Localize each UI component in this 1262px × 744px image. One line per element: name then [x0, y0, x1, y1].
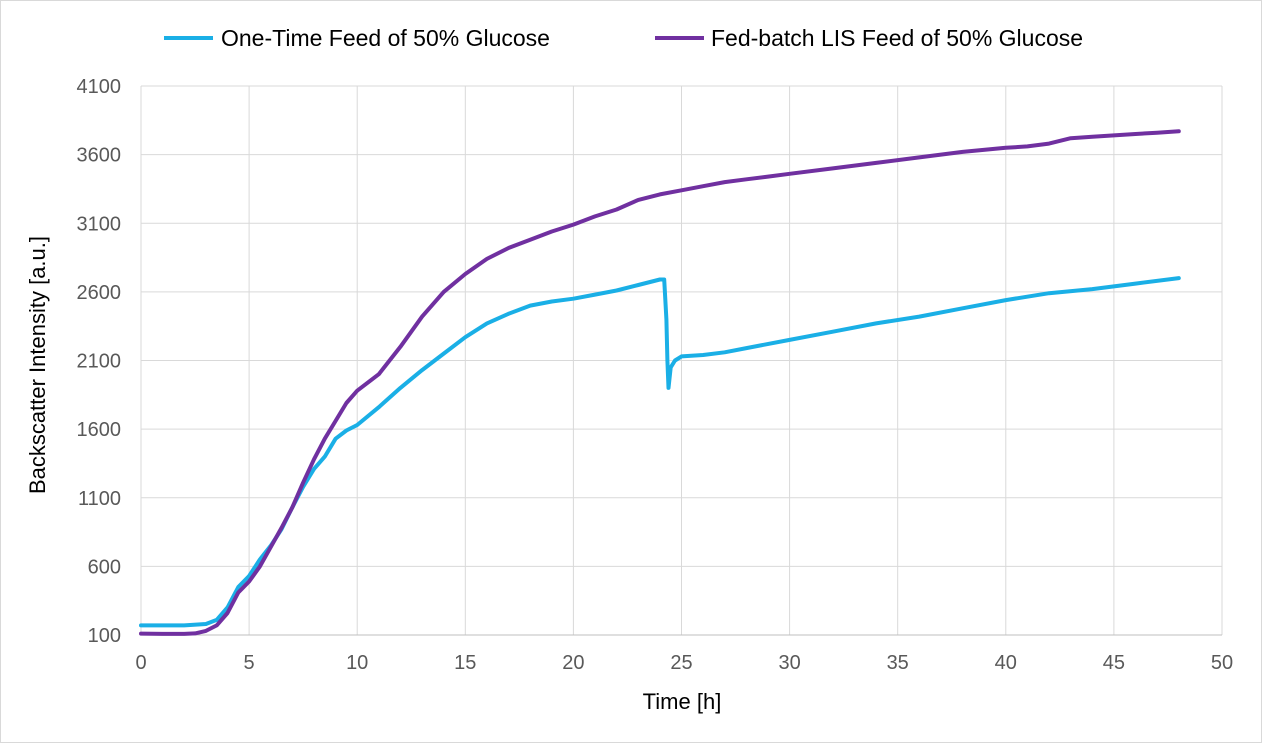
- x-tick-label: 15: [454, 652, 476, 674]
- y-axis-title: Backscatter Intensity [a.u.]: [25, 236, 50, 494]
- y-tick-label: 2100: [77, 351, 122, 373]
- legend-item-one-time-feed: One-Time Feed of 50% Glucose: [164, 25, 550, 51]
- x-tick-label: 45: [1103, 652, 1125, 674]
- x-tick-label: 35: [887, 652, 909, 674]
- y-tick-label: 1600: [77, 419, 122, 441]
- y-tick-label: 1100: [78, 488, 121, 510]
- series-line-one-time-feed: [139, 276, 1181, 628]
- x-tick-label: 40: [995, 652, 1017, 674]
- x-tick-label: 20: [562, 652, 584, 674]
- series-line-fed-batch: [139, 129, 1181, 636]
- y-tick-label: 3600: [77, 145, 122, 167]
- y-tick-label: 4100: [77, 76, 122, 98]
- gridlines: [140, 85, 1223, 636]
- x-axis-ticks: 0 5 10 15 20 25 30 35 40 45 50: [135, 652, 1233, 674]
- legend-item-fed-batch: Fed-batch LIS Feed of 50% Glucose: [655, 25, 1083, 51]
- legend: One-Time Feed of 50% Glucose Fed-batch L…: [164, 25, 1083, 51]
- legend-label-one-time-feed: One-Time Feed of 50% Glucose: [221, 25, 550, 51]
- x-tick-label: 0: [135, 652, 146, 674]
- y-tick-label: 100: [88, 625, 121, 647]
- y-tick-label: 2600: [77, 282, 122, 304]
- x-tick-label: 5: [244, 652, 255, 674]
- y-tick-label: 600: [88, 556, 121, 578]
- x-tick-label: 30: [778, 652, 800, 674]
- legend-label-fed-batch: Fed-batch LIS Feed of 50% Glucose: [711, 25, 1083, 51]
- x-tick-label: 10: [346, 652, 368, 674]
- y-tick-label: 3100: [77, 213, 122, 235]
- x-tick-label: 50: [1211, 652, 1233, 674]
- x-axis-title: Time [h]: [643, 689, 722, 714]
- x-tick-label: 25: [670, 652, 692, 674]
- y-axis-ticks: 100 600 1100 1600 2100 2600 3100 3600 4100: [77, 76, 122, 647]
- series-lines: [139, 129, 1181, 636]
